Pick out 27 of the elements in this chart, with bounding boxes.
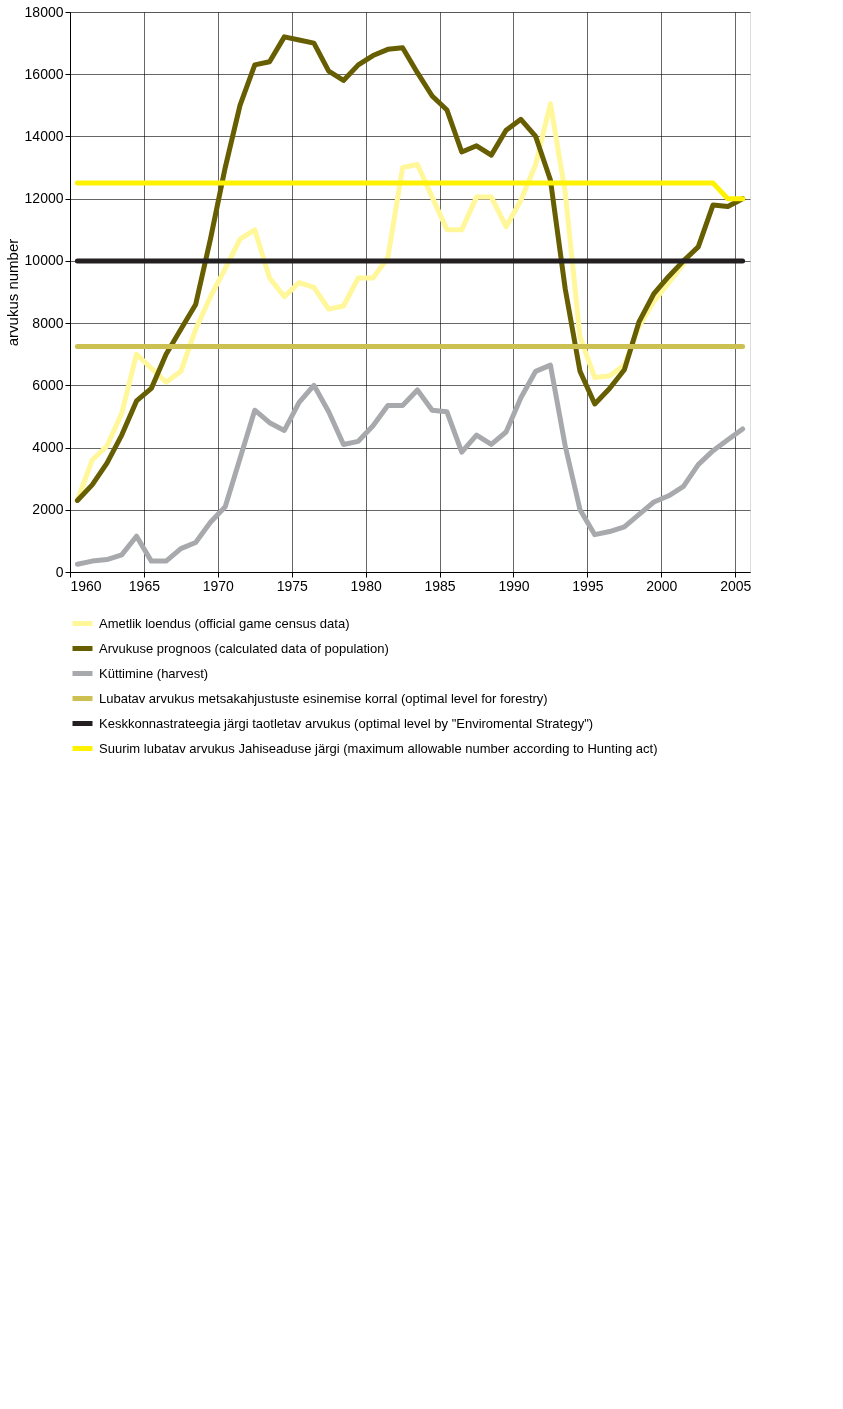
x-tick-label: 1960 <box>70 577 102 594</box>
y-tick-label: 16000 <box>24 65 64 82</box>
legend-label: Keskkonnastrateegia järgi taotletav arvukus (optimal level by "Enviromental Strategy") <box>99 715 594 731</box>
y-tick-label: 6000 <box>32 376 64 393</box>
legend-label: Küttimine (harvest) <box>99 665 209 681</box>
y-tick-label: 18000 <box>24 3 64 20</box>
x-tick-label: 1990 <box>498 577 530 594</box>
legend-label: Suurim lubatav arvukus Jahiseaduse järgi (maximum allowable number according to Hunting act) <box>99 740 658 756</box>
x-tick-label: 2005 <box>720 577 752 594</box>
x-tick-label: 1965 <box>128 577 161 594</box>
y-tick-label: 8000 <box>32 314 64 331</box>
y-axis-title: arvukus number <box>3 238 21 347</box>
y-tick-label: 14000 <box>24 127 64 144</box>
y-tick-label: 2000 <box>32 501 64 518</box>
y-tick-label: 4000 <box>32 439 64 456</box>
x-tick-label: 1970 <box>202 577 235 594</box>
y-tick-label: 0 <box>55 563 64 580</box>
x-tick-label: 1995 <box>572 577 604 594</box>
x-tick-label: 1980 <box>350 577 382 594</box>
x-tick-label: 1975 <box>276 577 309 594</box>
x-tick-label: 2000 <box>646 577 678 594</box>
legend-label: Lubatav arvukus metsakahjustuste esinemise korral (optimal level for forestry) <box>99 690 548 706</box>
x-tick-label: 1985 <box>424 577 456 594</box>
y-tick-label: 10000 <box>24 252 64 269</box>
legend-label: Ametlik loendus (official game census data) <box>99 615 350 631</box>
y-tick-label: 12000 <box>24 190 64 207</box>
legend-label: Arvukuse prognoos (calculated data of population) <box>99 640 389 656</box>
